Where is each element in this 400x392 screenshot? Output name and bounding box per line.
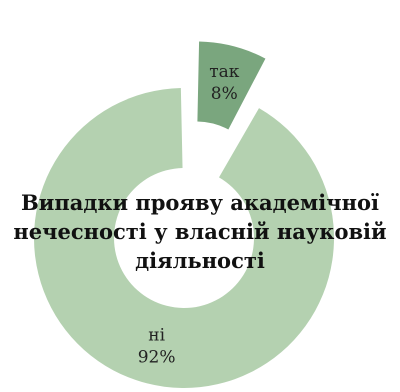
chart-title-line-2: нечесності у власній науковій — [13, 219, 387, 244]
slice-1-value-label: 92% — [138, 348, 176, 368]
chart-title-line-1: Випадки прояву академічної — [21, 190, 379, 215]
slice-1-category-label: ні — [148, 326, 165, 346]
slice-0 — [197, 41, 266, 130]
chart-title: Випадки прояву академічної нечесності у … — [0, 188, 400, 275]
slice-0-category-label: так — [209, 62, 240, 82]
slice-1 — [34, 88, 335, 388]
chart-title-line-3: діяльності — [135, 248, 265, 273]
slice-0-value-label: 8% — [211, 84, 238, 104]
donut-slices — [34, 41, 335, 388]
